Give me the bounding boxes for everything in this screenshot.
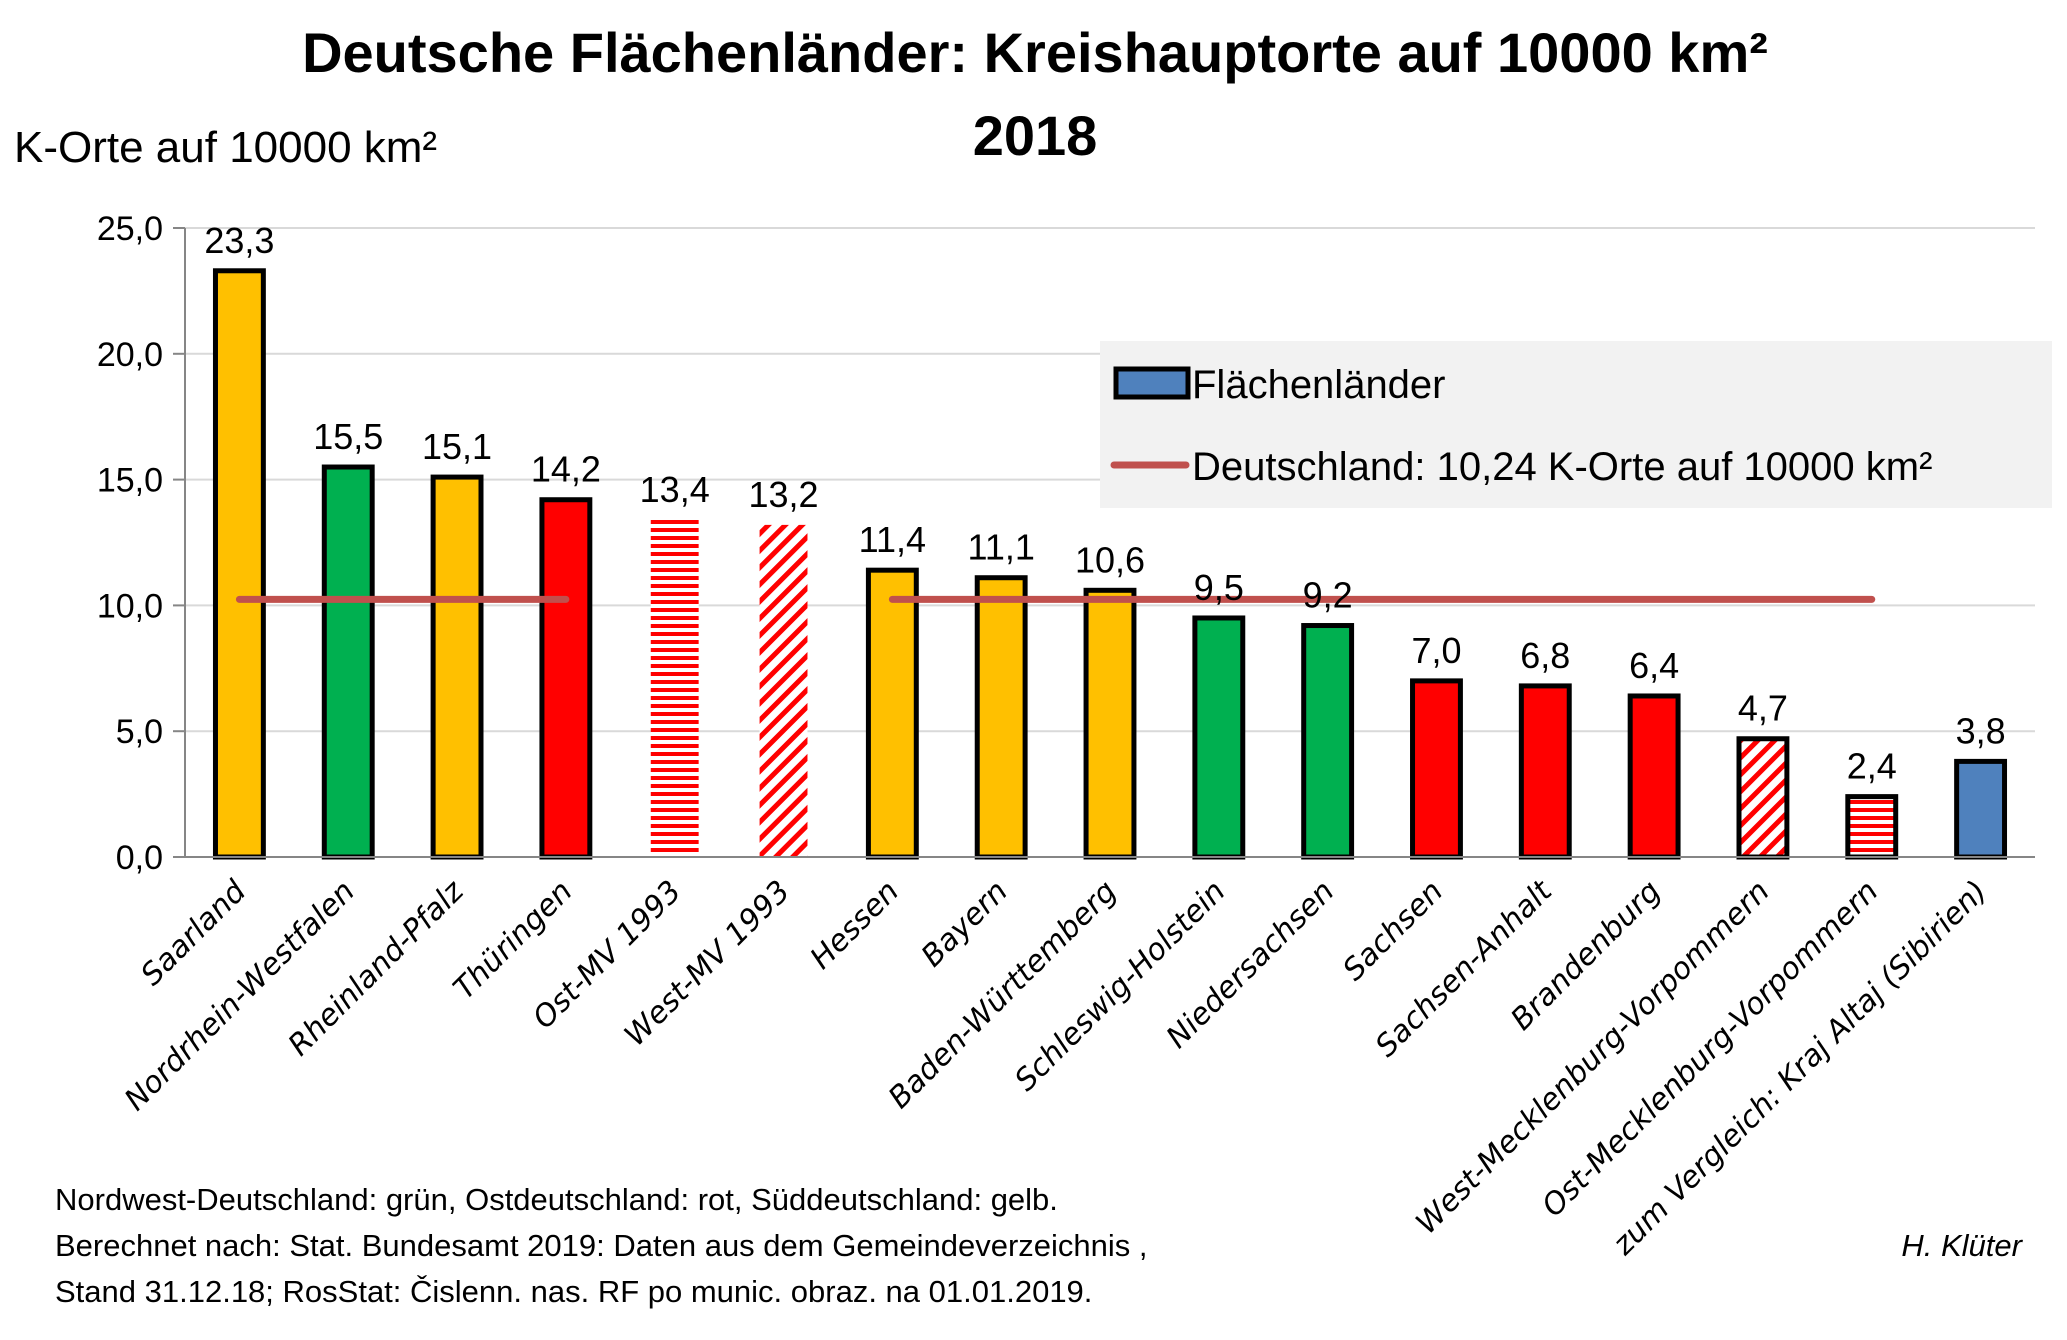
x-tick-label: Sachsen [1336,874,1450,988]
bar [1736,736,1790,860]
bars [212,268,2008,860]
bar [1192,615,1246,860]
data-labels: 23,3 15,5 15,1 14,2 13,4 13,2 11,4 11,1 10,6 9,5 9… [204,220,2005,787]
data-label: 2,4 [1847,746,1897,787]
author-credit: H. Klüter [1901,1228,2023,1263]
bar [974,575,1028,860]
bar [1627,693,1681,860]
y-tick-label: 25,0 [97,210,163,248]
data-label: 7,0 [1411,630,1461,671]
legend-label-flaechenlaender: Flächenländer [1192,363,1446,407]
y-tick-label: 15,0 [97,462,163,500]
data-label: 15,5 [313,416,383,457]
footnote-line-1: Nordwest-Deutschland: grün, Ostdeutschla… [55,1182,1058,1217]
bar [212,268,266,860]
footnote-line-2: Berechnet nach: Stat. Bundesamt 2019: Da… [55,1228,1148,1263]
legend-label-deutschland: Deutschland: 10,24 K-Orte auf 10000 km² [1192,445,1932,489]
bar [1954,758,2008,860]
bar [321,464,375,860]
x-tick-label: zum Vergleich: Kraj Altaj (Sibirien) [1605,874,1994,1263]
data-label: 10,6 [1075,539,1145,580]
data-label: 23,3 [204,220,274,261]
data-label: 9,2 [1303,575,1353,616]
bar [1301,623,1355,860]
bar [650,519,699,857]
data-label: 13,2 [748,474,818,515]
data-label: 15,1 [422,426,492,467]
footnote-line-3: Stand 31.12.18; RosStat: Čislenn. nas. R… [55,1274,1092,1309]
y-axis-label: K-Orte auf 10000 km² [14,123,437,172]
axes [184,228,2035,858]
y-tick-label: 5,0 [116,713,163,751]
bar [759,524,808,857]
y-axis-ticks: 0,0 5,0 10,0 15,0 20,0 25,0 [97,210,185,877]
bar [1518,683,1572,860]
data-label: 11,1 [967,527,1034,568]
data-label: 4,7 [1738,688,1788,729]
bar [430,474,484,860]
x-tick-label: Schleswig-Holstein [1008,874,1232,1098]
y-tick-label: 10,0 [97,587,163,625]
data-label: 14,2 [531,449,601,490]
data-label: 11,4 [859,519,926,560]
bar [1410,678,1463,860]
y-tick-label: 20,0 [97,336,163,374]
legend: Flächenländer Deutschland: 10,24 K-Orte … [1100,341,2052,508]
x-tick-label: Bayern [915,874,1015,974]
chart-subtitle: 2018 [973,104,1098,167]
bar [865,567,919,860]
x-tick-label: Hessen [804,874,906,976]
bar [539,497,593,860]
data-label: 6,8 [1520,635,1570,676]
data-label: 9,5 [1194,567,1244,608]
legend-swatch-flaechenlaender [1113,366,1191,400]
chart-title: Deutsche Flächenländer: Kreishauptorte a… [302,21,1768,84]
data-label: 3,8 [1956,710,2006,751]
bar [1845,794,1899,860]
data-label: 13,4 [640,469,710,510]
legend-background [1100,341,2052,508]
data-label: 6,4 [1629,645,1679,686]
bar [1083,587,1137,860]
y-tick-label: 0,0 [116,839,163,877]
footnotes: Nordwest-Deutschland: grün, Ostdeutschla… [55,1182,1148,1309]
